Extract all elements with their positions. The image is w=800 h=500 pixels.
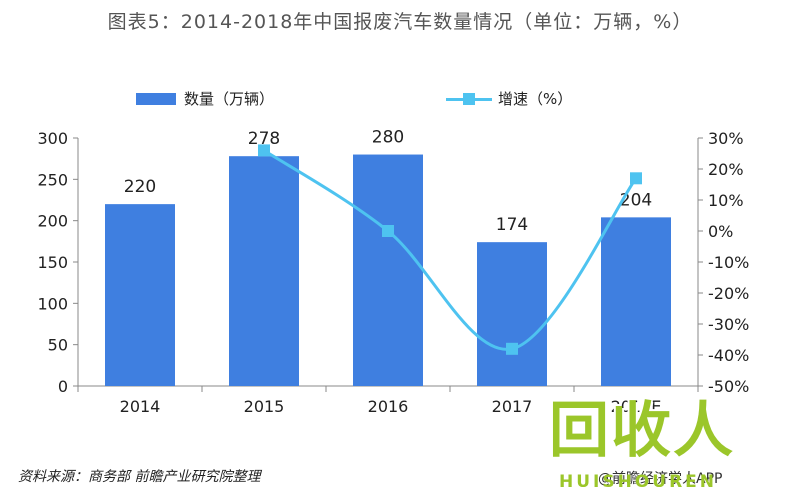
- bar-data-label: 220: [124, 177, 156, 197]
- bar-data-label: 204: [620, 190, 652, 210]
- left-tick-label: 50: [48, 336, 68, 355]
- left-tick-label: 100: [37, 294, 68, 313]
- right-tick-label: 30%: [708, 129, 744, 148]
- right-tick-label: 10%: [708, 191, 744, 210]
- logo-sub-text: HUISHOUREN: [559, 472, 718, 492]
- right-tick-label: 20%: [708, 160, 744, 179]
- chart-title: 图表5：2014-2018年中国报废汽车数量情况（单位：万辆，%）: [107, 11, 693, 33]
- logo-main-text: 回收人: [549, 396, 735, 466]
- growth-rate-point: [630, 172, 642, 185]
- x-tick-label: 2014: [120, 397, 161, 416]
- growth-rate-point: [506, 342, 518, 355]
- bar-2015: [229, 156, 299, 386]
- huishouren-logo: 回收人 HUISHOUREN: [543, 396, 800, 500]
- right-tick-label: -20%: [708, 284, 749, 303]
- bar-2017: [477, 242, 547, 386]
- bar-2014: [105, 204, 175, 386]
- x-tick-label: 2018E: [611, 397, 662, 416]
- left-tick-label: 150: [37, 253, 68, 272]
- legend-item-bar: 数量（万辆）: [136, 88, 274, 109]
- legend-bar-label: 数量（万辆）: [184, 90, 275, 108]
- chart-legend: 数量（万辆） 增速（%）: [0, 88, 800, 112]
- left-tick-label: 250: [37, 170, 68, 189]
- growth-rate-line: [263, 149, 638, 351]
- bar-2018E: [601, 217, 671, 386]
- legend-bar-swatch: [136, 92, 176, 105]
- right-tick-label: -30%: [708, 315, 749, 334]
- right-tick-label: -10%: [708, 253, 749, 272]
- growth-rate-point: [258, 144, 270, 157]
- legend-line-label: 增速（%）: [498, 90, 573, 108]
- x-tick-label: 2015: [244, 397, 285, 416]
- left-tick-label: 200: [37, 212, 68, 231]
- right-tick-label: -40%: [708, 346, 749, 365]
- legend-line-swatch: [446, 92, 492, 106]
- legend-item-line: 增速（%）: [446, 88, 572, 109]
- growth-rate-point: [382, 225, 394, 237]
- bar-2016: [353, 154, 423, 386]
- right-tick-label: -50%: [708, 377, 749, 396]
- bar-data-label: 174: [496, 215, 528, 235]
- x-tick-label: 2016: [368, 397, 409, 416]
- right-tick-label: 0%: [708, 222, 733, 241]
- source-note: 资料来源：商务部 前瞻产业研究院整理: [18, 469, 261, 485]
- bar-data-label: 280: [372, 128, 404, 148]
- left-tick-label: 0: [58, 377, 68, 396]
- left-tick-label: 300: [37, 129, 68, 148]
- x-tick-label: 2017: [492, 397, 533, 416]
- credit-note: @前瞻经济学人APP: [598, 471, 723, 487]
- bar-data-label: 278: [248, 129, 280, 149]
